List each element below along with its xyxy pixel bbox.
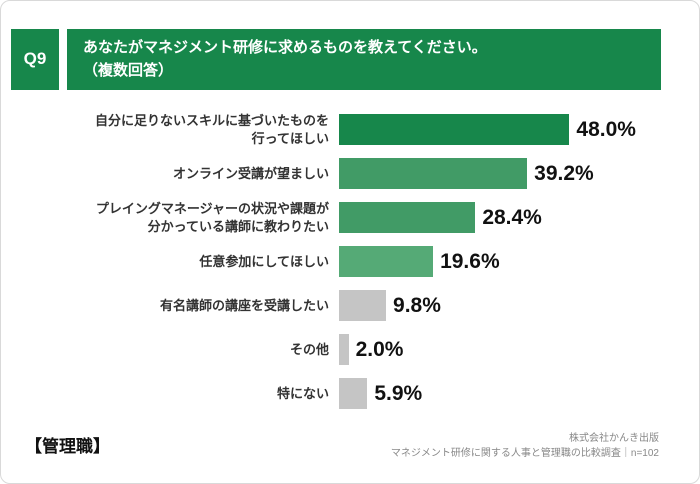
bar-area: 2.0% [339, 334, 403, 365]
value-label: 9.8% [393, 293, 441, 317]
question-number-badge: Q9 [11, 29, 59, 90]
chart-row: プレイングマネージャーの状況や課題が 分かっている講師に教わりたい 28.4% [13, 196, 699, 240]
bar [339, 114, 570, 145]
source-note: 株式会社かんき出版 マネジメント研修に関する人事と管理職の比較調査｜n=102 [391, 431, 659, 461]
respondent-group-label: 【管理職】 [25, 437, 110, 456]
chart-title-line2: （複数回答） [83, 62, 174, 80]
bar-area: 5.9% [339, 378, 422, 409]
bar [339, 378, 368, 409]
bar-area: 48.0% [339, 114, 636, 145]
category-label: 自分に足りないスキルに基づいたものを 行ってほしい [94, 112, 329, 146]
value-label: 19.6% [440, 249, 500, 273]
category-label: プレイングマネージャーの状況や課題が 分かっている講師に教わりたい [95, 200, 329, 234]
bar-area: 9.8% [339, 290, 441, 321]
chart-rows: 自分に足りないスキルに基づいたものを 行ってほしい 48.0% オンライン受講が望ま… [13, 108, 699, 416]
bar-chart: 自分に足りないスキルに基づいたものを 行ってほしい 48.0% オンライン受講が望ま… [1, 108, 699, 416]
value-label: 2.0% [355, 337, 404, 361]
chart-title-line1: あなたがマネジメント研修に求めるものを教えてください。 [83, 39, 487, 56]
category-label: オンライン受講が望ましい [172, 165, 329, 181]
bar [339, 290, 387, 321]
bar [339, 158, 528, 189]
category-label: 有名講師の講座を受講したい [159, 297, 329, 313]
value-label: 48.0% [576, 117, 636, 141]
chart-row: オンライン受講が望ましい 39.2% [13, 152, 699, 196]
bar-area: 19.6% [339, 246, 500, 277]
chart-header: Q9 あなたがマネジメント研修に求めるものを教えてください。 （複数回答） [11, 29, 661, 90]
category-label: 任意参加にしてほしい [199, 253, 329, 269]
bar-area: 39.2% [339, 158, 594, 189]
chart-row: 自分に足りないスキルに基づいたものを 行ってほしい 48.0% [13, 108, 699, 152]
source-survey-name: マネジメント研修に関する人事と管理職の比較調査｜n=102 [390, 448, 659, 459]
bar-area: 28.4% [339, 202, 542, 233]
category-label: その他 [289, 341, 329, 357]
chart-row: その他 2.0% [13, 328, 699, 372]
value-label: 5.9% [374, 381, 423, 405]
chart-row: 有名講師の講座を受講したい 9.8% [13, 284, 699, 328]
source-publisher: 株式会社かんき出版 [569, 433, 659, 444]
chart-title-bar: あなたがマネジメント研修に求めるものを教えてください。 （複数回答） [67, 29, 661, 90]
chart-row: 任意参加にしてほしい 19.6% [13, 240, 699, 284]
bar [339, 202, 476, 233]
bar [339, 334, 349, 365]
category-label: 特にない [276, 385, 329, 401]
value-label: 39.2% [534, 161, 594, 185]
chart-row: 特にない 5.9% [13, 372, 699, 416]
value-label: 28.4% [482, 205, 542, 229]
bar [339, 246, 434, 277]
